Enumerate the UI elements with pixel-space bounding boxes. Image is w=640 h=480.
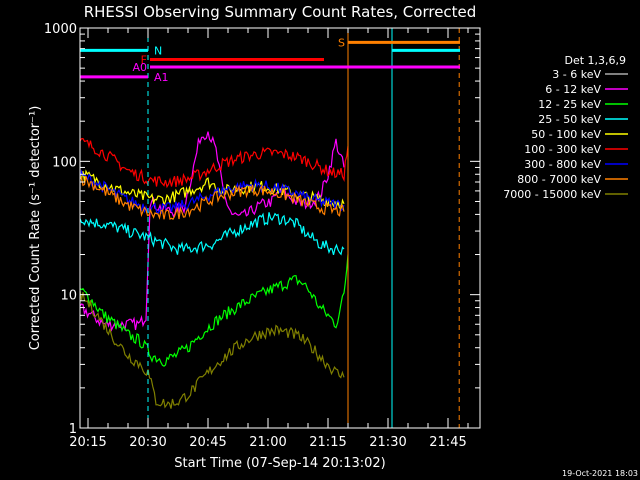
legend-entry-0: 3 - 6 keV (552, 68, 601, 81)
legend-entry-8: 7000 - 15000 keV (503, 188, 601, 201)
x-tick-label: 21:15 (309, 435, 346, 450)
legend-entry-2: 12 - 25 keV (538, 98, 601, 111)
legend-title: Det 1,3,6,9 (564, 54, 626, 67)
flag-label-2: S (338, 36, 345, 49)
legend-entry-3: 25 - 50 keV (538, 113, 601, 126)
legend-entry-1: 6 - 12 keV (545, 83, 601, 96)
legend-entry-5: 100 - 300 keV (524, 143, 601, 156)
footer-timestamp: 19-Oct-2021 18:03 (562, 469, 638, 478)
series-line-2 (79, 254, 349, 367)
series-line-8 (79, 290, 345, 409)
legend-entry-4: 50 - 100 keV (531, 128, 601, 141)
x-tick-label: 21:45 (429, 435, 466, 450)
chart-title: RHESSI Observing Summary Count Rates, Co… (84, 3, 477, 21)
y-tick-label: 100 (52, 155, 77, 170)
x-tick-label: 20:30 (129, 435, 166, 450)
legend-entry-7: 800 - 7000 keV (517, 173, 601, 186)
flag-label-5: A1 (154, 71, 169, 84)
series-line-6 (79, 169, 345, 215)
flag-label-3: F (141, 54, 147, 67)
series-line-7 (79, 176, 345, 221)
plot-frame (79, 27, 481, 429)
x-tick-label: 20:45 (189, 435, 226, 450)
plot-area: N S FA0 A1 1 10 100 1000 20:15 20:30 20:45 21:00 21:… (44, 22, 481, 450)
x-tick-label: 20:15 (69, 435, 106, 450)
y-tick-label: 1000 (44, 22, 77, 37)
series-line-0 (79, 148, 345, 427)
flag-label-0: N (154, 44, 162, 57)
legend-entry-6: 300 - 800 keV (524, 158, 601, 171)
x-axis-label: Start Time (07-Sep-14 20:13:02) (174, 456, 385, 471)
y-axis-label: Corrected Count Rate (s⁻¹ detector⁻¹) (28, 106, 43, 351)
y-tick-label: 10 (60, 289, 77, 304)
series-line-3 (79, 212, 345, 256)
flag-label-4: A0 (132, 61, 147, 74)
y-tick-label: 1 (69, 422, 77, 437)
x-tick-label: 21:30 (369, 435, 406, 450)
x-tick-label: 21:00 (249, 435, 286, 450)
legend: Det 1,3,6,9 3 - 6 keV 6 - 12 keV 12 - 25 k… (503, 54, 628, 201)
series-line-5 (79, 137, 349, 189)
